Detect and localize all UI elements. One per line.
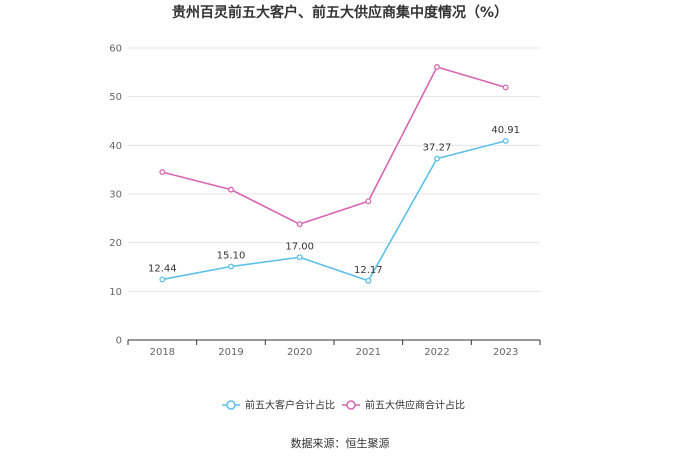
legend: 前五大客户合计占比 前五大供应商合计占比 bbox=[222, 399, 465, 412]
data-point bbox=[228, 263, 234, 270]
data-label-layer: 12.44 15.10 17.00 12.17 37.27 40.91 bbox=[148, 125, 520, 276]
data-point bbox=[159, 169, 166, 176]
y-tick-label: 20 bbox=[109, 238, 122, 249]
legend-label: 前五大供应商合计占比 bbox=[365, 399, 465, 412]
x-tick-label: 2022 bbox=[424, 347, 449, 358]
data-point bbox=[159, 276, 166, 283]
data-point bbox=[502, 84, 509, 91]
y-tick-label: 40 bbox=[109, 141, 122, 152]
x-tick-label: 2018 bbox=[150, 347, 175, 358]
data-point bbox=[296, 254, 303, 261]
data-point bbox=[502, 137, 509, 144]
data-point bbox=[434, 155, 440, 162]
data-label: 40.91 bbox=[491, 125, 520, 136]
data-label: 37.27 bbox=[423, 143, 452, 154]
y-tick-label: 30 bbox=[109, 190, 122, 201]
x-tick-label: 2021 bbox=[356, 347, 381, 358]
data-point bbox=[365, 198, 372, 205]
y-tick-label: 60 bbox=[109, 44, 122, 55]
x-tick-label: 2023 bbox=[493, 347, 518, 358]
axis-layer: 0 10 20 30 40 50 60 2018 2019 2020 2021 2022 2023 bbox=[109, 44, 541, 358]
legend-label: 前五大客户合计占比 bbox=[245, 399, 335, 412]
series-line bbox=[162, 140, 506, 282]
x-tick-label: 2020 bbox=[287, 347, 312, 358]
y-tick-label: 10 bbox=[109, 287, 122, 298]
data-point bbox=[228, 186, 234, 193]
data-label: 17.00 bbox=[285, 241, 314, 252]
data-point bbox=[365, 277, 372, 284]
y-tick-label: 50 bbox=[109, 92, 122, 103]
data-point bbox=[434, 64, 440, 70]
data-label: 12.17 bbox=[354, 265, 383, 276]
series-layer bbox=[159, 64, 509, 284]
legend-marker bbox=[346, 400, 356, 410]
grid-layer bbox=[128, 47, 540, 292]
data-label: 12.44 bbox=[148, 263, 177, 274]
data-label: 15.10 bbox=[217, 251, 246, 262]
chart-title: 贵州百灵前五大客户、前五大供应商集中度情况（%） bbox=[172, 4, 508, 21]
legend-marker bbox=[226, 400, 236, 410]
y-tick-label: 0 bbox=[116, 336, 122, 347]
source-note: 数据来源：恒生聚源 bbox=[291, 436, 390, 450]
data-point bbox=[296, 221, 303, 228]
series-line bbox=[162, 66, 506, 225]
x-tick-label: 2019 bbox=[218, 347, 243, 358]
